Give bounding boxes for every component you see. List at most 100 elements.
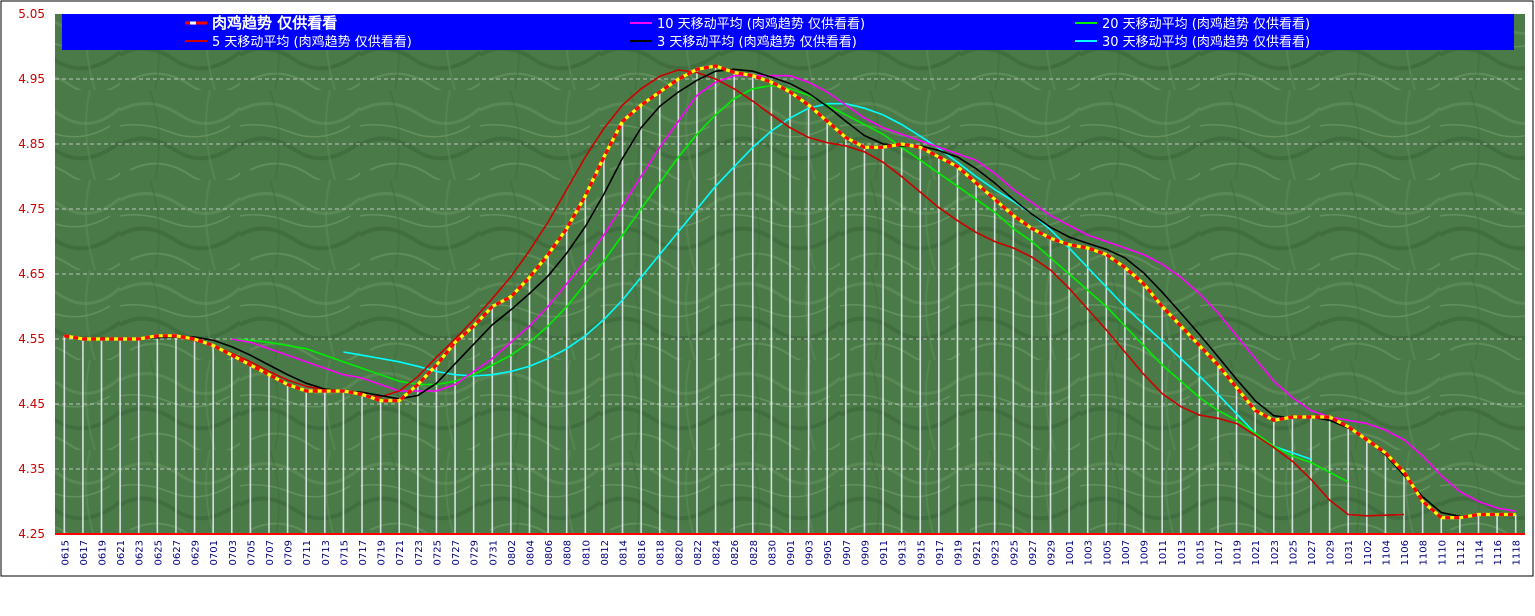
x-tick-label: 0822 bbox=[693, 540, 704, 565]
x-tick-label: 0903 bbox=[805, 540, 816, 565]
x-tick-label: 1102 bbox=[1363, 540, 1374, 565]
y-tick-label: 4.75 bbox=[18, 202, 45, 216]
x-tick-label: 1001 bbox=[1065, 540, 1076, 565]
x-tick-label: 0907 bbox=[842, 540, 853, 565]
x-tick-label: 1023 bbox=[1270, 540, 1281, 565]
x-tick-label: 1116 bbox=[1493, 540, 1504, 565]
y-tick-label: 4.35 bbox=[18, 462, 45, 476]
x-tick-label: 1112 bbox=[1456, 540, 1467, 565]
x-tick-label: 1003 bbox=[1084, 540, 1095, 565]
x-tick-label: 1013 bbox=[1177, 540, 1188, 565]
x-tick-label: 1108 bbox=[1419, 540, 1430, 565]
x-tick-label: 0729 bbox=[470, 540, 481, 565]
x-tick-label: 0921 bbox=[972, 540, 983, 565]
x-tick-label: 0804 bbox=[525, 540, 536, 565]
y-tick-label: 4.85 bbox=[18, 137, 45, 151]
x-tick-label: 0824 bbox=[712, 540, 723, 565]
x-tick-label: 0621 bbox=[116, 540, 127, 565]
series-lines bbox=[64, 64, 1516, 520]
y-axis: 4.25 4.35 4.45 4.55 4.65 4.75 4.85 4.95 5.05 bbox=[18, 7, 45, 541]
x-tick-label: 0820 bbox=[674, 540, 685, 565]
x-tick-label: 0629 bbox=[191, 540, 202, 565]
y-tick-label: 4.25 bbox=[18, 527, 45, 541]
y-tick-label: 4.45 bbox=[18, 397, 45, 411]
y-tick-label: 4.55 bbox=[18, 332, 45, 346]
daily-bars bbox=[63, 66, 1517, 534]
x-tick-label: 1110 bbox=[1437, 540, 1448, 565]
x-tick-label: 1021 bbox=[1251, 540, 1262, 565]
x-tick-label: 0816 bbox=[637, 540, 648, 565]
x-tick-label: 0703 bbox=[228, 540, 239, 565]
x-tick-label: 1015 bbox=[1195, 540, 1206, 565]
x-tick-label: 0627 bbox=[172, 540, 183, 565]
legend-label: 30 天移动平均 (肉鸡趋势 仅供看看) bbox=[1102, 34, 1310, 50]
x-tick-label: 1106 bbox=[1400, 540, 1411, 565]
x-tick-label: 0707 bbox=[265, 540, 276, 565]
x-tick-label: 0830 bbox=[767, 540, 778, 565]
x-tick-label: 0717 bbox=[358, 540, 369, 565]
x-tick-label: 1007 bbox=[1121, 540, 1132, 565]
x-tick-label: 0901 bbox=[786, 540, 797, 565]
x-tick-label: 0911 bbox=[879, 540, 890, 565]
x-tick-label: 0828 bbox=[749, 540, 760, 565]
x-tick-label: 1118 bbox=[1512, 540, 1523, 565]
x-tick-label: 0619 bbox=[98, 540, 109, 565]
x-tick-label: 1029 bbox=[1326, 540, 1337, 565]
x-tick-label: 0727 bbox=[451, 540, 462, 565]
y-tick-label: 4.95 bbox=[18, 72, 45, 86]
x-tick-label: 1005 bbox=[1102, 540, 1113, 565]
x-tick-label: 0826 bbox=[730, 540, 741, 565]
x-tick-label: 1025 bbox=[1288, 540, 1299, 565]
series-line bbox=[343, 102, 1312, 460]
series-line bbox=[231, 74, 1516, 512]
legend-label: 3 天移动平均 (肉鸡趋势 仅供看看) bbox=[657, 34, 857, 50]
x-tick-label: 0719 bbox=[377, 540, 388, 565]
x-tick-label: 0909 bbox=[860, 540, 871, 565]
x-tick-label: 0917 bbox=[935, 540, 946, 565]
x-tick-label: 0927 bbox=[1028, 540, 1039, 565]
x-tick-label: 0625 bbox=[153, 540, 164, 565]
x-tick-label: 0929 bbox=[1047, 540, 1058, 565]
x-tick-label: 0705 bbox=[246, 540, 257, 565]
legend: 肉鸡趋势 仅供看看 10 天移动平均 (肉鸡趋势 仅供看看) 20 天移动平均 (肉… bbox=[62, 14, 1514, 50]
x-tick-label: 0905 bbox=[823, 540, 834, 565]
x-tick-label: 0709 bbox=[284, 540, 295, 565]
x-tick-label: 1027 bbox=[1307, 540, 1318, 565]
x-tick-label: 0731 bbox=[488, 540, 499, 565]
x-tick-label: 0715 bbox=[339, 540, 350, 565]
x-tick-label: 0806 bbox=[544, 540, 555, 565]
legend-label: 5 天移动平均 (肉鸡趋势 仅供看看) bbox=[212, 34, 412, 50]
x-tick-label: 0808 bbox=[563, 540, 574, 565]
x-tick-label: 0919 bbox=[953, 540, 964, 565]
x-tick-label: 0615 bbox=[60, 540, 71, 565]
x-tick-label: 0925 bbox=[1009, 540, 1020, 565]
x-tick-label: 0810 bbox=[581, 540, 592, 565]
x-tick-label: 0802 bbox=[507, 540, 518, 565]
x-tick-label: 0623 bbox=[135, 540, 146, 565]
x-tick-label: 1114 bbox=[1474, 540, 1485, 565]
x-tick-label: 0923 bbox=[991, 540, 1002, 565]
x-tick-label: 1017 bbox=[1214, 540, 1225, 565]
x-tick-label: 0701 bbox=[209, 540, 220, 565]
x-tick-label: 0711 bbox=[302, 540, 313, 565]
legend-label: 20 天移动平均 (肉鸡趋势 仅供看看) bbox=[1102, 16, 1310, 32]
legend-box bbox=[62, 14, 1514, 50]
x-tick-label: 1031 bbox=[1344, 540, 1355, 565]
x-tick-label: 0725 bbox=[432, 540, 443, 565]
x-tick-label: 0913 bbox=[898, 540, 909, 565]
legend-label: 肉鸡趋势 仅供看看 bbox=[212, 14, 337, 32]
x-axis: 0615 0617 0619 0621 0623 0625 0627 0629 0701 0703… bbox=[55, 533, 1525, 565]
x-tick-label: 1009 bbox=[1140, 540, 1151, 565]
x-tick-label: 0713 bbox=[321, 540, 332, 565]
x-tick-label: 0812 bbox=[600, 540, 611, 565]
y-tick-label: 5.05 bbox=[18, 7, 45, 21]
x-tick-label: 1104 bbox=[1381, 540, 1392, 565]
legend-label: 10 天移动平均 (肉鸡趋势 仅供看看) bbox=[657, 16, 865, 32]
y-tick-label: 4.65 bbox=[18, 267, 45, 281]
x-tick-label: 0721 bbox=[395, 540, 406, 565]
x-tick-label: 1019 bbox=[1233, 540, 1244, 565]
x-tick-label: 0814 bbox=[619, 540, 630, 565]
x-tick-label: 0723 bbox=[414, 540, 425, 565]
